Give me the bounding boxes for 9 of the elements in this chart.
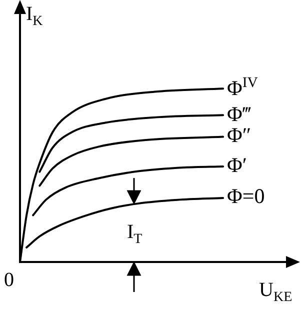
series-label: Φ=0 bbox=[227, 184, 265, 208]
series-label: Φ′ bbox=[227, 152, 247, 177]
text: 0 bbox=[4, 269, 14, 291]
series-label: Φ″ bbox=[227, 123, 252, 148]
y-axis-title: I$_{K}$ bbox=[26, 3, 43, 29]
series-label: Φ$^{IV}$ bbox=[227, 74, 258, 100]
series-label: Φ‴ bbox=[227, 102, 252, 126]
annotation: I$_{T}$ bbox=[126, 221, 142, 248]
x-axis-title: U$_{KE}$ bbox=[259, 279, 292, 305]
